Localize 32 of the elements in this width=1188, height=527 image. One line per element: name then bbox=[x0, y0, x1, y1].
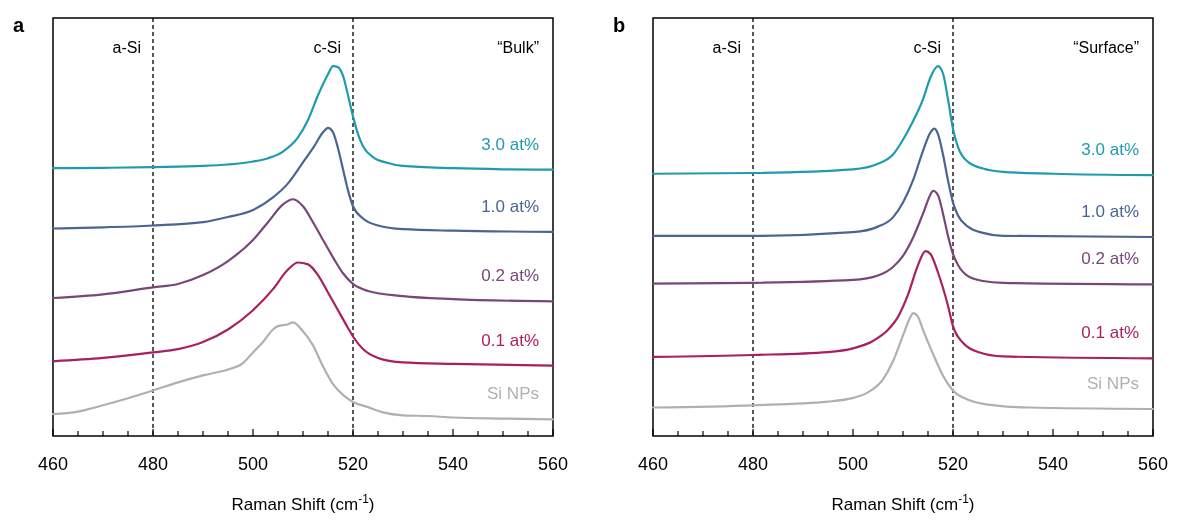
ref-line-label: c-Si bbox=[313, 39, 341, 56]
x-tick-label: 460 bbox=[37, 454, 69, 474]
text: “Bulk” bbox=[497, 39, 539, 56]
x-axis-title: Raman Shift (cm$^{-1}$) bbox=[831, 492, 975, 514]
series-label: 3.0 at% bbox=[481, 134, 539, 154]
series-label: Si NPs bbox=[1087, 374, 1139, 393]
x-tick-label: 540 bbox=[437, 454, 469, 474]
series-label: 0.2 at% bbox=[481, 266, 539, 286]
x-tick-label: 500 bbox=[237, 454, 269, 474]
series-label: Si NPs bbox=[487, 384, 539, 404]
series-label: 0.1 at% bbox=[1081, 323, 1139, 343]
x-tick-label: 500 bbox=[837, 454, 869, 474]
x-tick-label: 480 bbox=[737, 454, 769, 474]
series-label: 0.1 at% bbox=[481, 330, 539, 350]
series-label: 3.0 at% bbox=[1081, 140, 1139, 160]
series-label: 0.2 at% bbox=[1081, 249, 1139, 269]
text: “Surface” bbox=[1073, 39, 1139, 56]
x-tick-label: 560 bbox=[537, 454, 569, 474]
chart-title: a bbox=[13, 14, 25, 36]
series-label: 1.0 at% bbox=[1081, 201, 1139, 221]
x-tick-label: 540 bbox=[1037, 454, 1069, 474]
series-label: 1.0 at% bbox=[481, 196, 539, 216]
ref-line-label: a-Si bbox=[712, 39, 741, 56]
x-tick-label: 520 bbox=[337, 454, 369, 474]
x-tick-label: 520 bbox=[937, 454, 969, 474]
x-tick-label: 560 bbox=[1137, 454, 1169, 474]
ref-line-label: a-Si bbox=[112, 39, 141, 56]
chart-title: b bbox=[613, 14, 626, 36]
x-axis-title: Raman Shift (cm$^{-1}$) bbox=[231, 492, 375, 514]
x-tick-label: 460 bbox=[637, 454, 669, 474]
x-tick-label: 480 bbox=[137, 454, 169, 474]
ref-line-label: c-Si bbox=[913, 39, 941, 56]
